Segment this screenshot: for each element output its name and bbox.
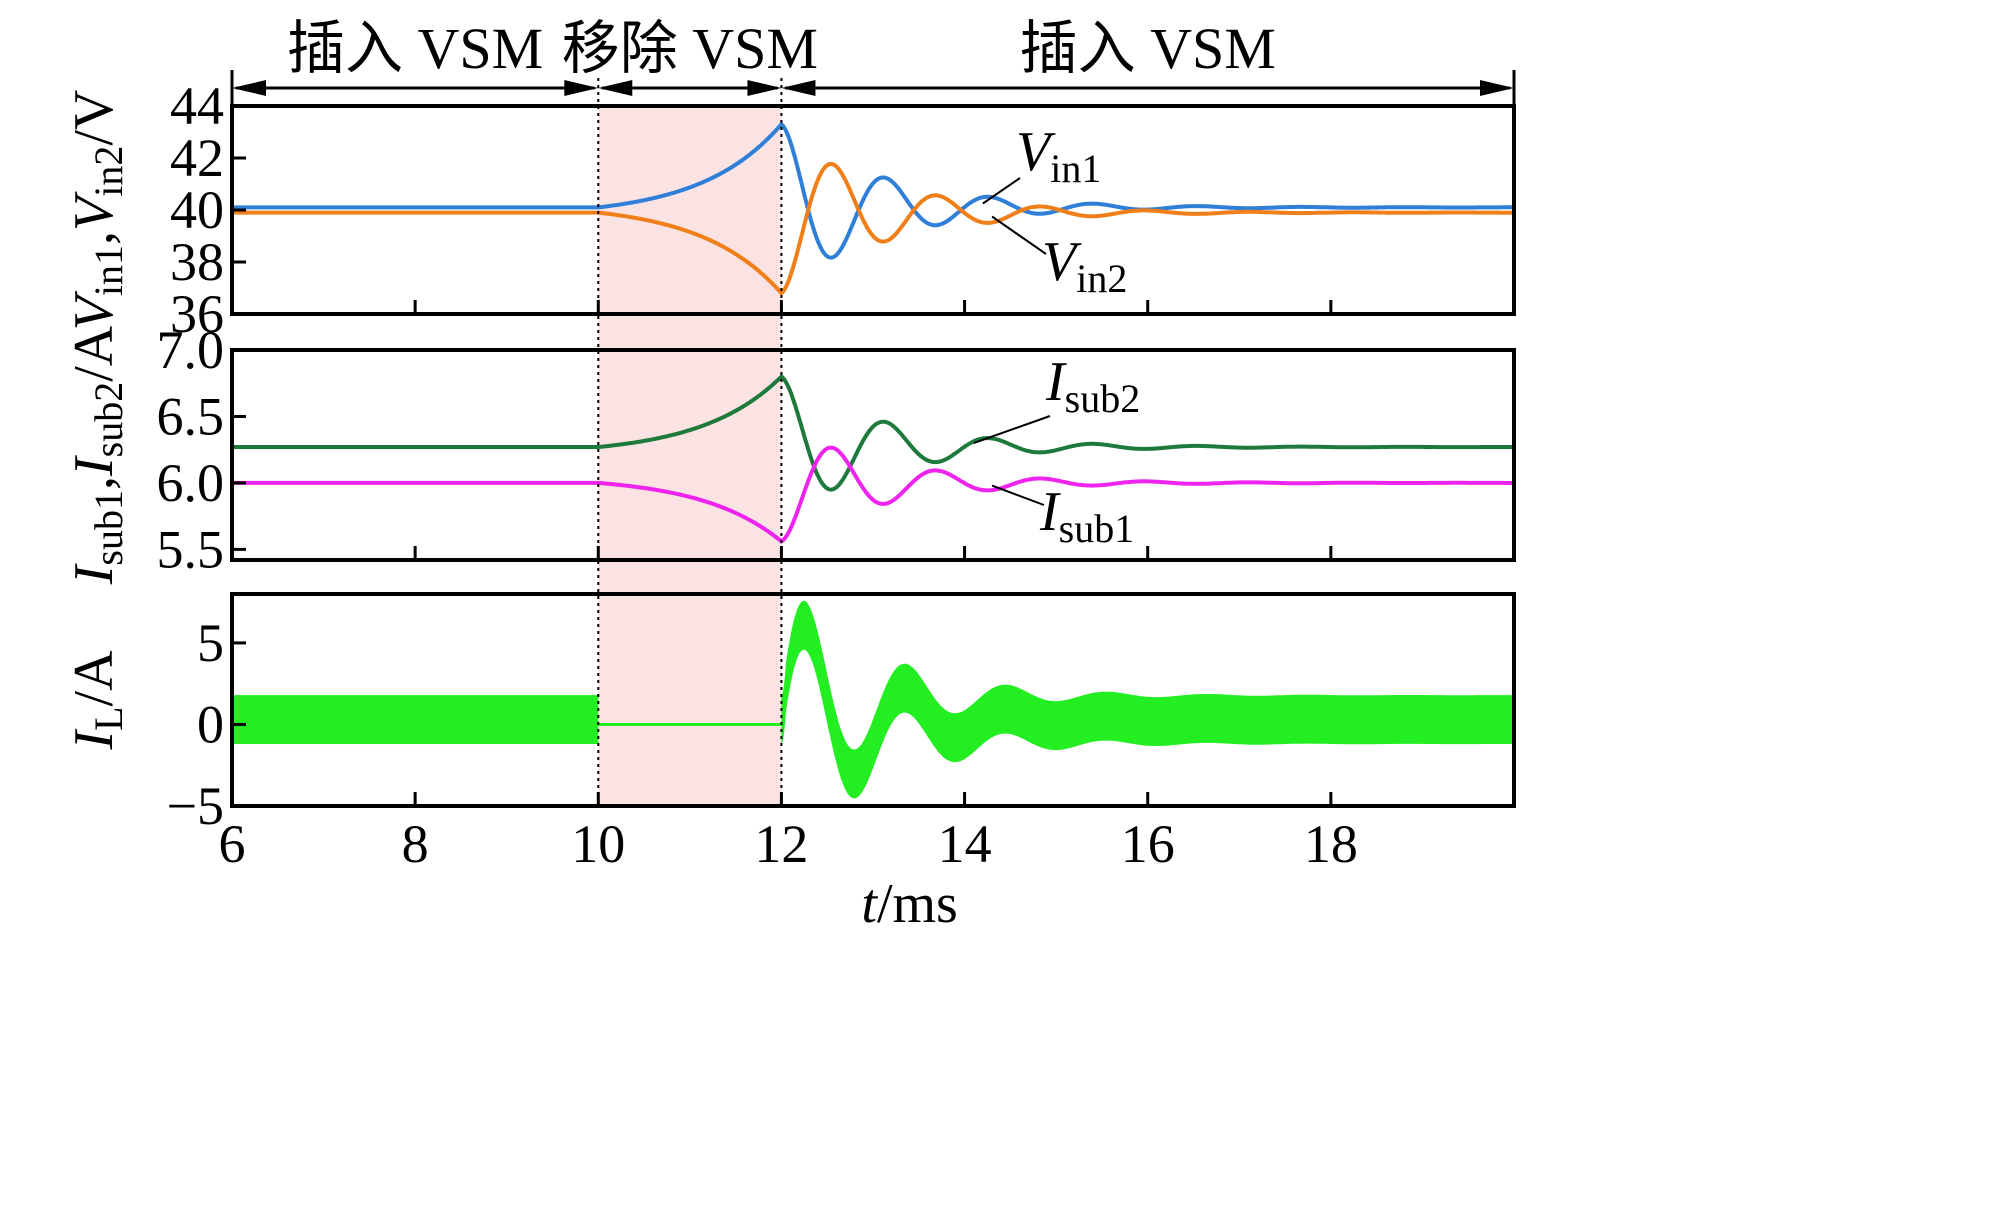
phase-label-insert-2: 插入 VSM bbox=[1020, 16, 1276, 81]
inductor-current-plot bbox=[232, 600, 1514, 799]
current-plot bbox=[232, 373, 1514, 544]
xtick-label-1: 8 bbox=[402, 814, 429, 874]
xtick-label-6: 18 bbox=[1304, 814, 1358, 874]
ytick-label-0-2: 40 bbox=[170, 180, 224, 240]
series-line-sub1 bbox=[232, 445, 1514, 544]
series-line-in1 bbox=[232, 121, 1514, 260]
x-axis-label: t/ms bbox=[861, 873, 957, 935]
series-label-isub1: Isub1 bbox=[1039, 481, 1134, 551]
xtick-label-0: 6 bbox=[219, 814, 246, 874]
xtick-label-4: 14 bbox=[938, 814, 992, 874]
ytick-label-2-1: 0 bbox=[197, 694, 224, 754]
series-label-vin2: Vin2 bbox=[1042, 231, 1127, 301]
series-line-in2 bbox=[232, 161, 1514, 297]
ytick-label-2-0: −5 bbox=[167, 776, 224, 836]
phase-label-insert-1: 插入 VSM bbox=[287, 16, 543, 81]
leader-vin2 bbox=[991, 215, 1047, 255]
phase-arrowhead-left-1 bbox=[598, 80, 633, 96]
ytick-label-0-0: 36 bbox=[170, 284, 224, 344]
series-label-vin1: Vin1 bbox=[1016, 121, 1101, 191]
phase-arrowhead-right-1 bbox=[747, 80, 782, 96]
inductor-y-axis-label: IL/A bbox=[63, 650, 131, 751]
ytick-label-2-2: 5 bbox=[197, 613, 224, 673]
xtick-label-3: 12 bbox=[754, 814, 808, 874]
voltage-y-axis-label: Vin1,Vin2/V bbox=[63, 90, 131, 331]
ytick-label-1-3: 7.0 bbox=[157, 320, 225, 380]
phase-arrowhead-left-0 bbox=[232, 80, 266, 96]
phase-arrowhead-right-0 bbox=[564, 80, 599, 96]
voltage-plot bbox=[232, 121, 1514, 297]
phase-arrowhead-left-2 bbox=[781, 80, 816, 96]
leader-isub1 bbox=[991, 484, 1045, 506]
ytick-label-0-4: 44 bbox=[170, 76, 224, 136]
panel-frame-0 bbox=[230, 104, 1516, 316]
ytick-label-1-0: 5.5 bbox=[157, 519, 225, 579]
phase-arrows bbox=[230, 70, 1516, 106]
leader-isub2 bbox=[973, 415, 1051, 444]
label-leader-lines bbox=[973, 177, 1051, 506]
panel-frames bbox=[230, 104, 1516, 808]
series-line-sub2 bbox=[232, 373, 1514, 492]
inductor-band-after bbox=[781, 600, 1514, 799]
inductor-band-before bbox=[232, 695, 599, 745]
ytick-label-0-1: 38 bbox=[170, 232, 224, 292]
series-label-isub2: Isub2 bbox=[1045, 351, 1140, 421]
ytick-label-1-1: 6.0 bbox=[157, 453, 225, 513]
leader-vin1 bbox=[982, 177, 1021, 205]
vsm-removed-region bbox=[598, 106, 782, 806]
xtick-label-2: 10 bbox=[571, 814, 625, 874]
xtick-label-5: 16 bbox=[1121, 814, 1175, 874]
ytick-label-0-3: 42 bbox=[170, 128, 224, 188]
panel-frame-1 bbox=[230, 348, 1516, 562]
phase-label-remove: 移除 VSM bbox=[562, 16, 818, 81]
phase-boundaries bbox=[597, 78, 783, 806]
panel-frame-2 bbox=[230, 592, 1516, 808]
phase-arrowhead-right-2 bbox=[1480, 80, 1514, 96]
ytick-label-1-2: 6.5 bbox=[157, 386, 225, 446]
current-y-axis-label: Isub1,Isub2/A bbox=[63, 325, 131, 585]
